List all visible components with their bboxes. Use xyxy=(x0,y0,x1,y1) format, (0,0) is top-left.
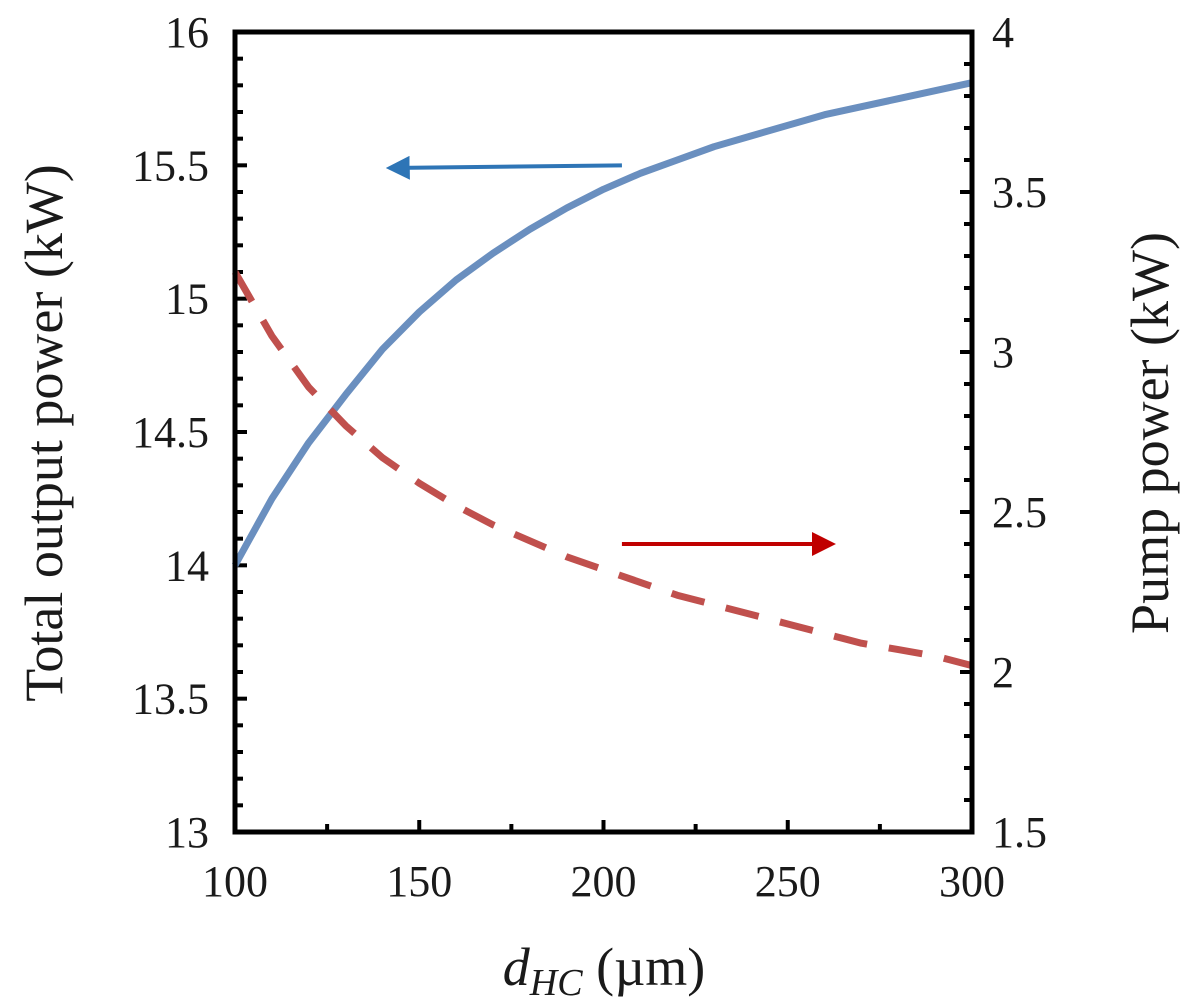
x-tick-label: 150 xyxy=(386,857,452,906)
y-left-tick-label: 13 xyxy=(165,808,209,857)
y-left-tick-label: 14 xyxy=(165,541,209,590)
y-axis-left-title: Total output power (kW) xyxy=(14,164,74,702)
y-right-tick-label: 2.5 xyxy=(992,488,1047,537)
y-right-tick-label: 3 xyxy=(992,328,1014,377)
series-pump-power-line xyxy=(231,270,973,669)
x-tick-label: 250 xyxy=(755,857,821,906)
y-left-tick-label: 15.5 xyxy=(132,141,209,190)
y-right-tick-label: 1.5 xyxy=(992,808,1047,857)
y-left-tick-label: 16 xyxy=(165,8,209,57)
x-axis-title: dHC (µm) xyxy=(503,937,705,1003)
y-right-tick-label: 4 xyxy=(992,8,1014,57)
y-right-tick-label: 3.5 xyxy=(992,168,1047,217)
tick-labels: 100 150 200 250 300 13 13.5 14 14.5 15 15.5 16 1.5 2 2… xyxy=(132,8,1047,906)
x-axis-title-subscript: HC xyxy=(529,962,583,1003)
series-layer xyxy=(231,79,973,669)
x-tick-label: 100 xyxy=(202,857,268,906)
x-tick-label: 300 xyxy=(939,857,1005,906)
y-left-tick-label: 15 xyxy=(165,275,209,324)
y-axis-right-title: Pump power (kW) xyxy=(1120,232,1180,634)
y-left-tick-label: 14.5 xyxy=(132,408,209,457)
series-total-output-power-line xyxy=(231,79,973,567)
tick-marks xyxy=(233,30,974,834)
y-right-tick-label: 2 xyxy=(992,648,1014,697)
x-axis-title-unit: (µm) xyxy=(583,937,706,997)
arrow-to-left-axis xyxy=(385,155,622,180)
y-left-tick-label: 13.5 xyxy=(132,675,209,724)
x-tick-label: 200 xyxy=(571,857,637,906)
plot-frame xyxy=(232,29,975,835)
annotation-layer xyxy=(385,155,836,556)
x-axis-title-symbol: d xyxy=(503,937,531,997)
